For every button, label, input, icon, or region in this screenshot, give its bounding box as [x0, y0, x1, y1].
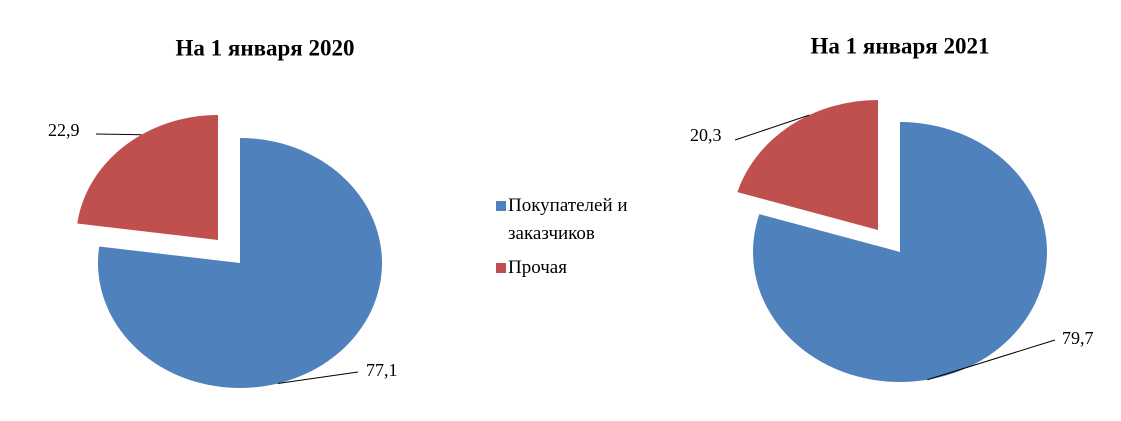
legend-label: Покупателей и заказчиков	[508, 195, 628, 244]
data-label: 79,7	[1062, 328, 1094, 348]
data-label: 22,9	[48, 120, 80, 140]
chart-title: На 1 января 2020	[176, 35, 355, 60]
chart-title: На 1 января 2021	[811, 33, 990, 58]
data-label: 20,3	[690, 125, 722, 145]
pie-slice	[97, 138, 382, 388]
legend-label: Прочая	[508, 257, 567, 278]
leader-line	[95, 133, 142, 136]
legend: Покупателей и заказчиков Прочая	[490, 192, 675, 288]
legend-item: Прочая	[490, 254, 675, 282]
legend-item: Покупателей и заказчиков	[490, 192, 675, 248]
legend-swatch	[496, 201, 506, 211]
pie-slice	[737, 100, 878, 230]
leader-line	[927, 339, 1056, 381]
legend-swatch	[496, 263, 506, 273]
pie-slice	[753, 122, 1048, 383]
leader-line	[734, 114, 810, 141]
leader-line	[277, 371, 359, 384]
data-label: 77,1	[366, 360, 398, 380]
pie-slice	[77, 115, 218, 240]
